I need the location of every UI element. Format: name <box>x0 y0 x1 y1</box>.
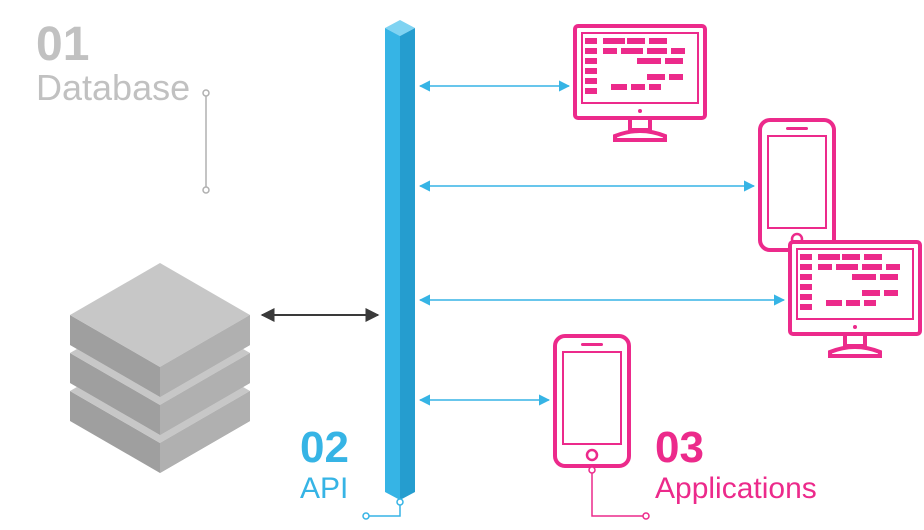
api-number: 02 <box>300 423 349 472</box>
api-pillar-icon <box>385 20 415 500</box>
applications-group <box>420 26 920 466</box>
applications-leader <box>589 467 649 519</box>
phone-icon <box>555 336 629 466</box>
database-icon <box>70 263 250 473</box>
phone-icon <box>760 120 834 250</box>
applications-number: 03 <box>655 423 704 472</box>
database-number: 01 <box>36 18 89 71</box>
desktop-icon <box>575 26 705 140</box>
api-label: API <box>300 472 348 505</box>
applications-label: Applications <box>655 472 817 505</box>
architecture-diagram: 01 Database 02 API 03 Applications <box>0 0 924 530</box>
database-label: Database <box>36 67 190 108</box>
database-leader <box>203 90 209 193</box>
desktop-icon <box>790 242 920 356</box>
api-leader <box>363 499 403 519</box>
